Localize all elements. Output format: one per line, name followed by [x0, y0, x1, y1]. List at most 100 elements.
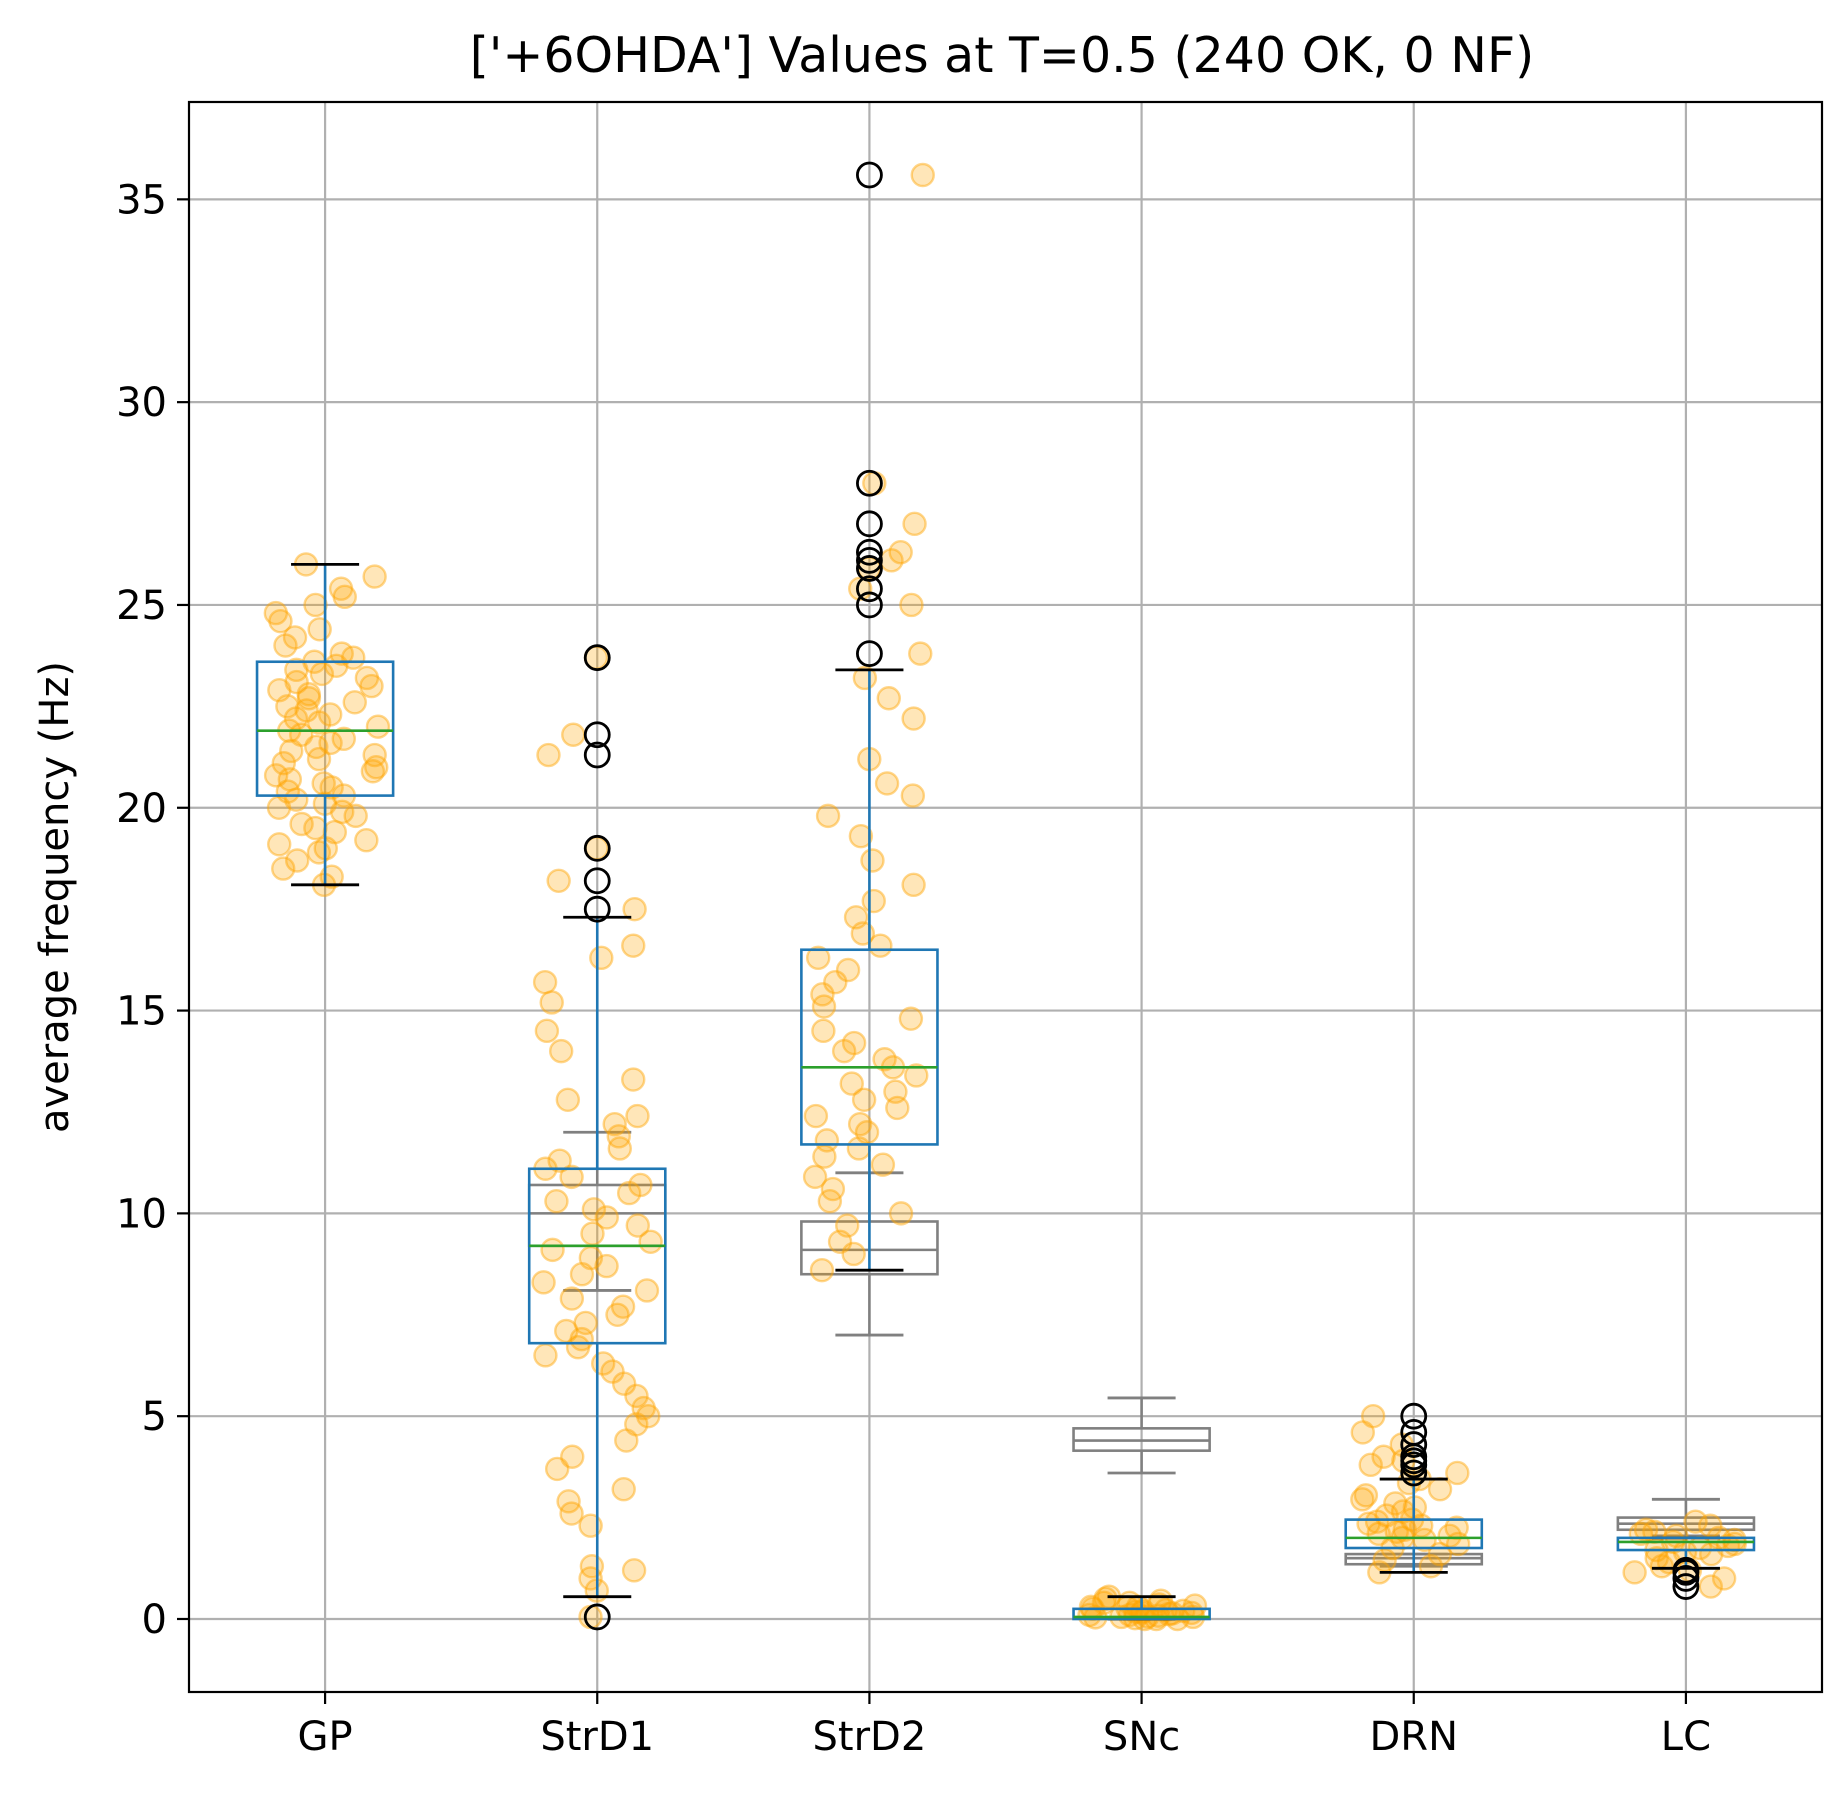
data-point	[605, 1302, 630, 1327]
y-tick-label: 35	[116, 177, 167, 223]
data-point	[870, 1152, 896, 1177]
data-point	[631, 1395, 656, 1421]
data-point	[814, 1128, 840, 1153]
data-point	[311, 771, 336, 796]
data-point	[860, 848, 885, 873]
data-point	[817, 1189, 843, 1214]
data-point	[565, 1335, 591, 1360]
data-point	[362, 564, 387, 589]
data-point	[811, 994, 837, 1019]
chart-title: ['+6OHDA'] Values at T=0.5 (240 OK, 0 NF…	[470, 27, 1535, 84]
data-point	[616, 1180, 642, 1206]
data-point	[1711, 1566, 1737, 1591]
data-point	[306, 746, 332, 772]
plot-frame	[187, 100, 1824, 1694]
data-point	[1364, 1509, 1390, 1534]
data-point	[330, 799, 355, 825]
data-point	[289, 811, 314, 837]
data-point	[1715, 1533, 1741, 1559]
data-point	[539, 990, 564, 1015]
data-point	[536, 742, 561, 768]
data-point	[602, 1111, 627, 1137]
data-point	[1350, 1420, 1375, 1445]
data-point	[532, 969, 558, 995]
y-tick-label: 5	[142, 1394, 167, 1440]
flier-point	[1400, 1402, 1428, 1430]
data-point	[365, 714, 391, 739]
data-point	[555, 1087, 581, 1113]
flier-point	[583, 867, 611, 895]
flier-point	[1672, 1556, 1700, 1584]
data-point	[621, 933, 646, 958]
data-point	[306, 710, 332, 735]
lc-box	[1616, 1536, 1756, 1552]
data-point	[589, 945, 614, 971]
data-point	[594, 1205, 619, 1230]
data-point	[901, 706, 926, 731]
x-tick-label: StrD1	[540, 1714, 654, 1760]
flier-point	[583, 741, 611, 769]
data-point	[1366, 1521, 1391, 1547]
data-point	[279, 738, 304, 764]
data-point	[331, 726, 356, 752]
data-point	[332, 584, 357, 610]
flier-point	[1400, 1419, 1428, 1446]
data-point	[1353, 1483, 1379, 1508]
data-point	[1427, 1476, 1453, 1502]
data-point	[307, 617, 332, 642]
data-point	[322, 819, 348, 845]
flier-point	[1672, 1565, 1700, 1592]
data-point	[1148, 1588, 1174, 1613]
data-point	[885, 1095, 910, 1121]
data-point	[359, 673, 384, 699]
data-point	[569, 1326, 594, 1352]
flier-point	[856, 591, 883, 619]
data-point	[285, 848, 310, 873]
data-point	[1649, 1554, 1675, 1579]
data-point	[1371, 1444, 1396, 1469]
data-point	[809, 1257, 835, 1283]
data-point	[610, 1294, 636, 1319]
data-point	[803, 1103, 829, 1129]
data-point	[343, 803, 368, 829]
data-point	[573, 1310, 598, 1336]
data-point	[354, 665, 380, 691]
data-point	[600, 1359, 625, 1384]
data-point	[805, 945, 831, 971]
flier-point	[856, 546, 883, 574]
flier-point	[1400, 1431, 1428, 1458]
data-point	[1412, 1527, 1437, 1553]
data-point	[590, 1351, 616, 1376]
data-point	[544, 1456, 570, 1482]
data-point	[556, 1489, 581, 1514]
data-point	[904, 1063, 929, 1088]
data-point	[1374, 1503, 1399, 1528]
data-point	[578, 1245, 604, 1271]
flier-point	[583, 1603, 611, 1631]
data-point	[1078, 1594, 1104, 1620]
data-point	[296, 686, 322, 711]
flier-point	[856, 469, 883, 497]
data-point	[1628, 1521, 1654, 1547]
data-point	[621, 1067, 646, 1092]
data-point	[851, 1087, 877, 1113]
data-point	[841, 1030, 867, 1056]
data-point	[559, 1501, 584, 1526]
data-point	[874, 771, 900, 796]
y-tick-label: 25	[116, 583, 167, 629]
data-point	[815, 803, 841, 829]
data-point	[622, 896, 647, 922]
boxes	[255, 562, 1756, 1621]
flier-point	[583, 895, 611, 923]
data-point	[1360, 1403, 1386, 1429]
data-point	[263, 763, 289, 788]
data-point	[634, 1278, 660, 1303]
data-point	[841, 1241, 866, 1267]
data-points	[263, 162, 1747, 1632]
grid	[189, 102, 1822, 1692]
data-point	[1622, 1560, 1647, 1585]
y-axis-label: average frequency (Hz)	[32, 661, 78, 1133]
data-point	[275, 694, 300, 719]
data-point	[624, 1412, 649, 1437]
data-point	[294, 698, 319, 723]
